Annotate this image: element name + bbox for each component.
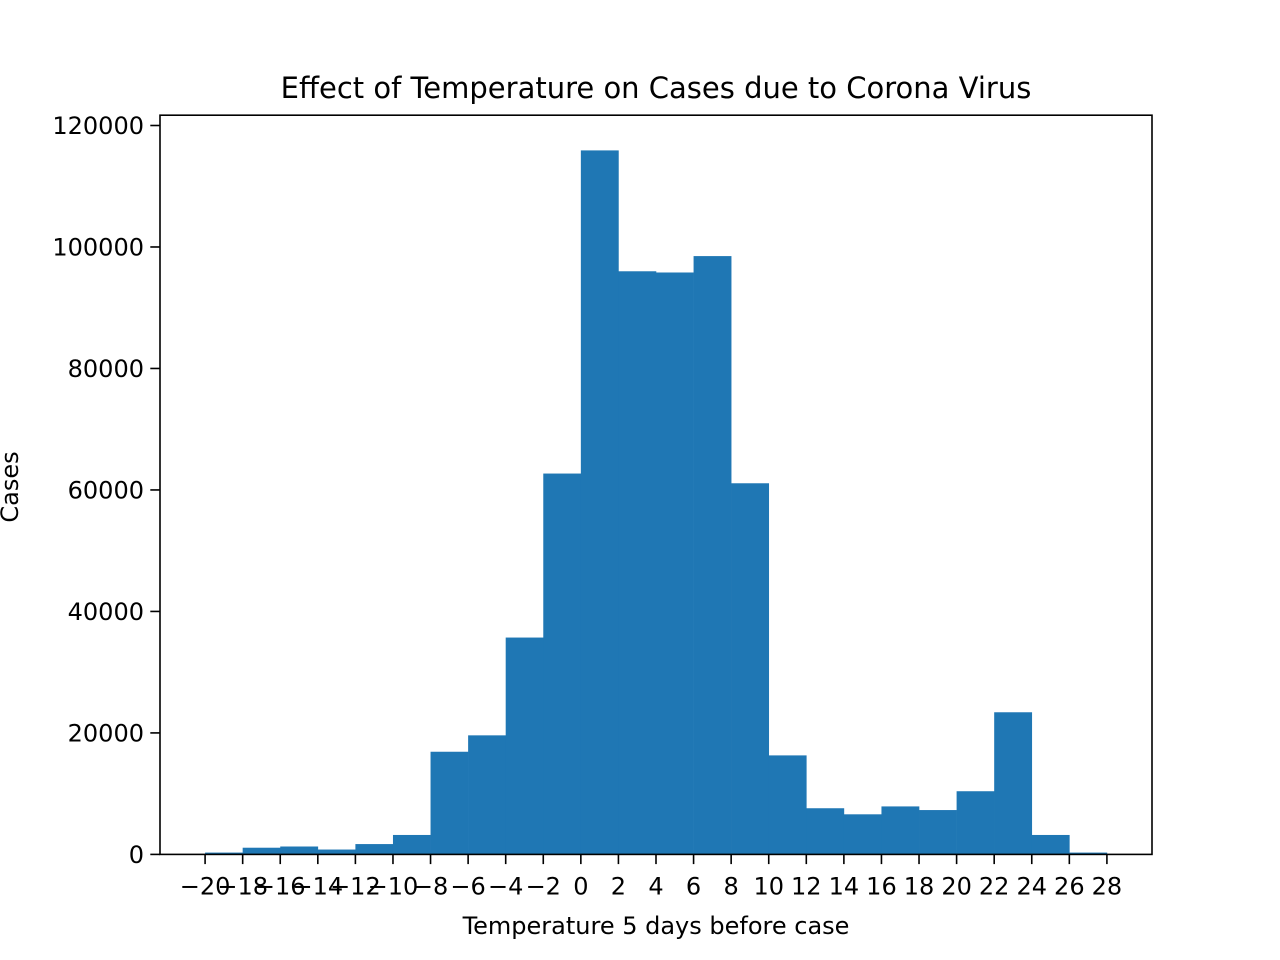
x-tick-label: −10 <box>368 872 419 900</box>
histogram-bar <box>656 272 694 855</box>
x-tick-label: −6 <box>450 872 485 900</box>
histogram-bar <box>768 755 807 855</box>
x-tick-label: −20 <box>180 872 231 900</box>
y-axis-label: Cases <box>0 451 24 522</box>
histogram-bar <box>205 852 243 855</box>
y-tick-label: 100000 <box>52 233 144 261</box>
histogram-bar <box>468 735 506 855</box>
x-tick-label: 16 <box>866 872 897 900</box>
x-tick-label: 14 <box>829 872 860 900</box>
x-tick-label: −18 <box>217 872 268 900</box>
y-tick-label: 0 <box>129 841 144 869</box>
x-tick-label: 20 <box>941 872 972 900</box>
x-axis-label: Temperature 5 days before case <box>462 912 850 940</box>
histogram-bars <box>205 150 1108 855</box>
y-tick-label: 40000 <box>68 598 144 626</box>
x-tick-label: −2 <box>526 872 561 900</box>
histogram-bar <box>956 791 995 855</box>
histogram-bar <box>1031 834 1070 855</box>
x-axis: −20−18−16−14−12−10−8 −6 −4 −2 0 2 4 6 8 10 12 14 16 1… <box>180 854 1122 900</box>
x-tick-label: 26 <box>1054 872 1085 900</box>
histogram-bar <box>430 751 469 855</box>
x-tick-label: 8 <box>724 872 739 900</box>
x-tick-label: 24 <box>1016 872 1047 900</box>
y-tick-label: 60000 <box>68 476 144 504</box>
x-tick-label: −16 <box>255 872 306 900</box>
chart-title: Effect of Temperature on Cases due to Co… <box>281 71 1032 105</box>
histogram-bar <box>280 846 319 855</box>
x-tick-label: 18 <box>904 872 935 900</box>
y-tick-label: 120000 <box>52 112 144 140</box>
x-tick-label: 0 <box>573 872 588 900</box>
histogram-bar <box>355 844 394 855</box>
y-tick-label: 80000 <box>68 355 144 383</box>
x-tick-label: 2 <box>611 872 626 900</box>
histogram-bar <box>317 849 356 855</box>
histogram-bar <box>994 712 1033 855</box>
x-tick-label: −12 <box>330 872 381 900</box>
x-tick-label: −8 <box>413 872 448 900</box>
histogram-bar <box>242 847 281 855</box>
histogram-bar <box>843 814 882 855</box>
histogram-bar <box>392 834 431 855</box>
histogram-bar <box>543 473 582 855</box>
histogram-bar <box>693 256 732 855</box>
histogram-bar <box>919 810 957 855</box>
y-tick-label: 20000 <box>68 719 144 747</box>
histogram-bar <box>806 808 845 855</box>
x-tick-label: 4 <box>648 872 663 900</box>
histogram-bar <box>1069 852 1108 855</box>
histogram-bar <box>618 271 657 855</box>
histogram-bar <box>731 483 770 855</box>
x-tick-label: −14 <box>292 872 343 900</box>
y-axis: 0 20000 40000 60000 80000 100000 120000 <box>52 112 160 869</box>
x-tick-label: −4 <box>488 872 523 900</box>
histogram-bar <box>881 806 920 855</box>
x-tick-label: 22 <box>979 872 1010 900</box>
x-tick-label: 10 <box>753 872 784 900</box>
histogram-bar <box>505 637 544 855</box>
histogram-bar <box>580 150 619 855</box>
x-tick-label: 28 <box>1092 872 1123 900</box>
x-tick-label: 12 <box>791 872 822 900</box>
x-tick-label: 6 <box>686 872 701 900</box>
